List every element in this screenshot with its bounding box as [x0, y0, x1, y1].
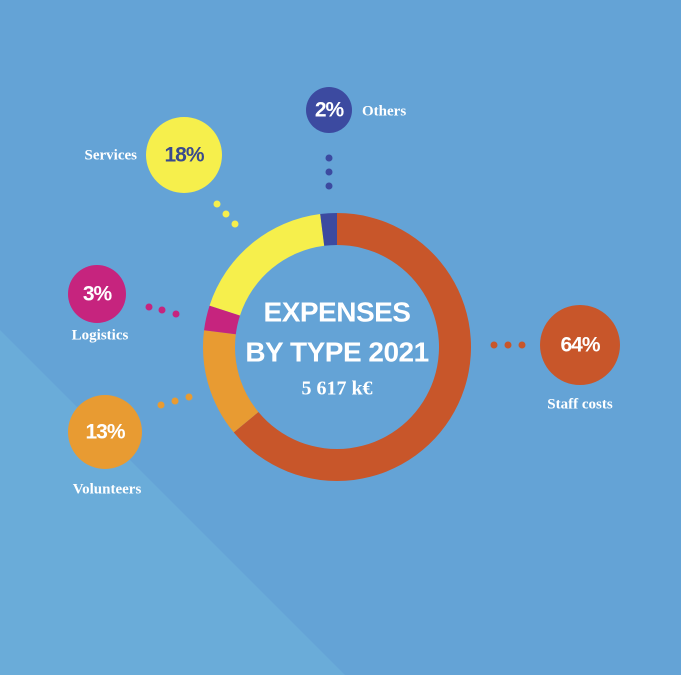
connector-dot — [172, 310, 180, 318]
connector-dot — [325, 154, 333, 162]
donut-segment — [320, 213, 337, 246]
donut-segment — [209, 214, 325, 316]
connector-dot — [325, 168, 333, 176]
value-label: 64% — [560, 334, 600, 357]
value-label: 13% — [85, 421, 125, 444]
bubble — [68, 265, 126, 323]
chart-title: EXPENSES — [264, 296, 411, 327]
category-label: Others — [362, 103, 406, 119]
connector-dot — [325, 182, 333, 190]
category-label: Services — [85, 147, 138, 163]
category-label: Logistics — [72, 327, 129, 343]
connector-dot — [158, 306, 166, 314]
connector-dot — [504, 341, 512, 349]
value-label: 18% — [164, 144, 204, 167]
category-label: Staff costs — [547, 396, 613, 412]
donut-segment — [204, 305, 240, 335]
connector-dot — [157, 401, 165, 409]
connector-dot — [213, 200, 221, 208]
connector-dot — [490, 341, 498, 349]
bubble — [306, 87, 352, 133]
chart-subtitle: 5 617 k€ — [301, 378, 372, 400]
value-label: 3% — [83, 283, 113, 306]
connector-dot — [222, 210, 230, 218]
bubble — [68, 395, 142, 469]
category-label: Volunteers — [73, 481, 142, 497]
bubble — [146, 117, 222, 193]
connector-dot — [231, 220, 239, 228]
connector-dot — [145, 303, 153, 311]
connector-dot — [185, 393, 193, 401]
value-label: 2% — [315, 99, 345, 122]
chart-title: BY TYPE 2021 — [245, 336, 428, 367]
bubble — [540, 305, 620, 385]
donut-segment — [203, 330, 259, 433]
donut-segment — [233, 213, 472, 481]
connector-dot — [518, 341, 526, 349]
connector-dot — [171, 397, 179, 405]
